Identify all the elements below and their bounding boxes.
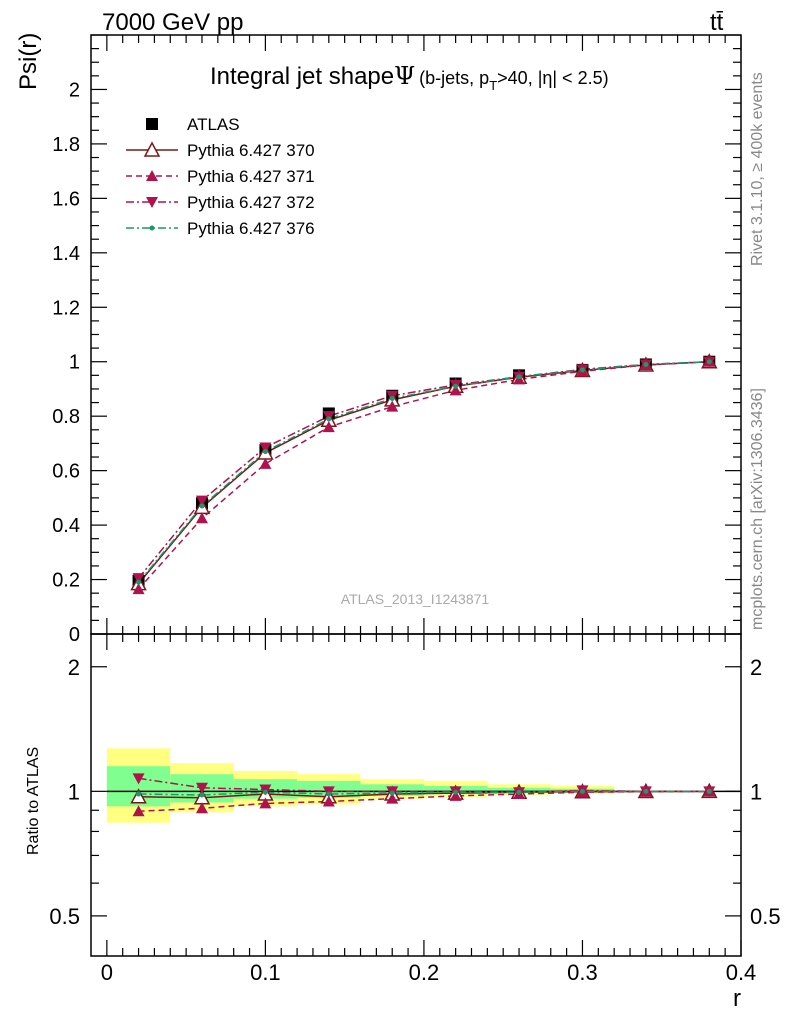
ratio-data-point — [136, 791, 142, 797]
data-point — [132, 583, 145, 595]
ratio-data-point — [322, 795, 335, 807]
title-main: Integral jet shape — [210, 63, 394, 90]
ratio-data-point — [195, 802, 208, 814]
legend: ATLAS Pythia 6.427 370 Pythia 6.427 371 Pyt… — [126, 115, 315, 238]
top-ytick-zero: 0 — [69, 624, 80, 646]
ratio-series-line — [138, 790, 710, 796]
legend-label: Pythia 6.427 371 — [187, 167, 315, 186]
xtick-label: 0.1 — [250, 960, 281, 985]
top-ytick-label: 1.2 — [52, 297, 80, 319]
top-ytick-label: 0.4 — [52, 515, 80, 537]
legend-label: Pythia 6.427 376 — [187, 219, 315, 238]
series-layer — [130, 353, 718, 817]
top-ytick-label: 0.8 — [52, 406, 80, 428]
data-point — [389, 395, 395, 401]
data-point — [516, 374, 522, 380]
title-sub-t: T — [489, 78, 497, 93]
data-point — [386, 400, 399, 412]
ratio-data-point — [259, 797, 272, 809]
top-y-axis-label: Psi(r) — [15, 33, 42, 90]
legend-marker — [143, 141, 161, 157]
data-point — [322, 421, 335, 433]
legend-label: ATLAS — [187, 115, 240, 134]
top-ytick-label: 0.2 — [52, 570, 80, 592]
legend-label: Pythia 6.427 372 — [187, 193, 315, 212]
data-point — [259, 457, 272, 469]
series-line — [137, 360, 710, 579]
top-ytick-label: 1.8 — [52, 134, 80, 156]
ratio-series-line — [138, 790, 710, 813]
ratio-data-point — [132, 773, 145, 785]
ratio-data-point — [132, 805, 145, 817]
title-symbol: Ψ — [394, 62, 415, 90]
ratio-data-point — [195, 782, 208, 794]
xtick-label: 0.4 — [726, 960, 757, 985]
data-point — [195, 495, 208, 507]
x-axis-label: r — [733, 985, 741, 1012]
bottom-ytick-label-right: 2 — [750, 655, 762, 680]
legend-marker — [146, 197, 158, 208]
data-point — [259, 442, 272, 454]
ratio-data-point — [579, 788, 585, 794]
ratio-data-point — [453, 789, 459, 795]
data-point — [136, 579, 142, 585]
title-sub-rest: >40, |η| < 2.5) — [497, 68, 608, 88]
data-point — [579, 367, 585, 373]
data-point — [132, 573, 145, 585]
data-point — [195, 512, 208, 524]
series-line — [137, 360, 710, 583]
legend-label: Pythia 6.427 370 — [187, 141, 315, 160]
analysis-watermark: ATLAS_2013_I1243871 — [341, 591, 490, 607]
bottom-ytick-label-left: 0.5 — [49, 904, 80, 929]
ratio-data-point — [706, 788, 712, 794]
ratio-data-point — [516, 789, 522, 795]
process-label: tt̄ — [710, 9, 724, 36]
data-point — [706, 359, 712, 365]
energy-label: 7000 GeV pp — [102, 9, 243, 36]
data-point — [199, 503, 205, 509]
svg-text:Integral jet shapeΨ(b-jets, pT: Integral jet shapeΨ (b-jets, pT>40, |η| <… — [210, 62, 609, 93]
ratio-data-point — [389, 790, 395, 796]
top-ytick-label: 2 — [69, 79, 80, 101]
bottom-ytick-label-right: 0.5 — [750, 904, 781, 929]
title-sub: (b-jets, p — [419, 68, 489, 88]
bottom-panel-frame — [90, 633, 742, 957]
top-ytick-label: 1.6 — [52, 188, 80, 210]
chart-title: Integral jet shapeΨ (b-jets, pT>40, |η| <… — [210, 62, 609, 93]
bottom-y-axis-label: Ratio to ATLAS — [25, 747, 42, 855]
top-ytick-label: 0.6 — [52, 461, 80, 483]
data-point — [262, 449, 268, 455]
ratio-data-point — [643, 788, 649, 794]
ratio-data-point — [326, 791, 332, 797]
rivet-label: Rivet 3.1.10, ≥ 400k events — [749, 72, 766, 266]
data-point — [326, 416, 332, 422]
bottom-ytick-label-right: 1 — [750, 779, 762, 804]
series-line — [137, 360, 710, 585]
xtick-label: 0.2 — [409, 960, 440, 985]
ratio-data-point — [262, 789, 268, 795]
series-line — [138, 360, 710, 590]
xtick-label: 0 — [101, 960, 113, 985]
data-point — [643, 361, 649, 367]
ratio-data-point — [386, 792, 399, 804]
data-point — [453, 383, 459, 389]
legend-marker — [149, 225, 155, 231]
mcplots-label: mcplots.cern.ch [arXiv:1306.3436] — [749, 388, 766, 630]
bottom-ytick-label-left: 2 — [68, 655, 80, 680]
top-ytick-label: 1.4 — [52, 243, 80, 265]
legend-marker — [146, 170, 158, 181]
xtick-label: 0.3 — [567, 960, 598, 985]
legend-marker — [146, 118, 158, 130]
ticks-layer: 0.2 0.4 0.6 0.8 1 1.2 1.4 1.6 1.8 2 0.5 0.5 1 1 2 2 0 0.1… — [49, 34, 781, 985]
bottom-ytick-label-left: 1 — [68, 779, 80, 804]
top-ytick-label: 1 — [69, 352, 80, 374]
ratio-data-point — [199, 792, 205, 798]
